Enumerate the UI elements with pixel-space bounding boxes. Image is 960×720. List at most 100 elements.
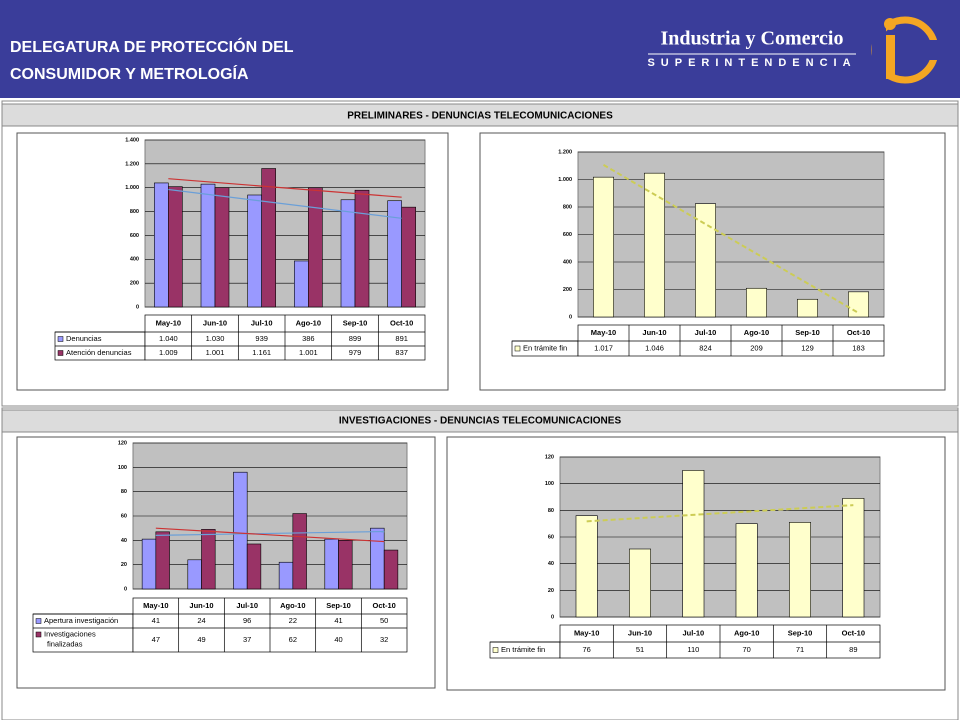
bar (401, 206, 416, 308)
x-tick-label: May-10 (574, 628, 599, 637)
y-tick-label: 0 (124, 586, 127, 592)
value-label: 1.001 (206, 348, 225, 357)
y-tick-label: 100 (118, 465, 127, 471)
bar (294, 260, 309, 308)
y-tick-label: 1.200 (125, 161, 139, 167)
trendline (602, 164, 860, 314)
value-label: 1.001 (299, 348, 318, 357)
value-label: 50 (380, 616, 388, 625)
x-tick-label: Jul-10 (695, 328, 717, 337)
section-bar (1, 409, 959, 433)
header-title: DELEGATURA DE PROTECCIÓN DEL (10, 37, 294, 56)
bar (383, 549, 399, 590)
legend-swatch (35, 631, 42, 638)
value-label: 96 (243, 616, 251, 625)
legend-swatch (492, 647, 499, 653)
x-tick-label: Jun-10 (628, 628, 652, 637)
legend-label: En trámite fin (501, 645, 545, 654)
value-label: 37 (243, 635, 251, 644)
y-tick-label: 200 (563, 287, 572, 293)
y-tick-label: 120 (118, 440, 127, 446)
bar (354, 189, 370, 308)
bar (682, 470, 705, 618)
y-tick-label: 100 (545, 481, 554, 487)
header-band (0, 0, 960, 98)
x-tick-label: Oct-10 (372, 601, 395, 610)
bar (168, 186, 183, 308)
bar (261, 168, 276, 308)
bar (308, 187, 323, 308)
y-tick-label: 200 (130, 281, 139, 287)
bar (141, 538, 157, 590)
bar (592, 176, 614, 318)
y-tick-label: 0 (551, 614, 554, 620)
value-label: 40 (334, 635, 342, 644)
bar (789, 522, 811, 618)
bar (340, 199, 356, 308)
value-label: 1.161 (252, 348, 271, 357)
y-tick-label: 800 (563, 204, 572, 210)
value-label: 824 (699, 343, 712, 352)
value-label: 70 (742, 645, 750, 654)
x-tick-label: Oct-10 (847, 328, 870, 337)
bar (155, 531, 170, 590)
bar (292, 513, 307, 590)
y-tick-label: 20 (121, 562, 127, 568)
bar (629, 548, 651, 618)
y-tick-label: 60 (121, 513, 127, 519)
y-tick-label: 600 (563, 232, 572, 238)
x-tick-label: Jul-10 (236, 601, 258, 610)
bar (847, 291, 869, 318)
bar (735, 523, 758, 618)
section-bar (1, 103, 959, 127)
bar (575, 515, 598, 618)
legend-label: Apertura investigación (44, 616, 118, 625)
value-label: 24 (197, 616, 205, 625)
legend-swatch (57, 336, 64, 342)
legend-label: Denuncias (66, 334, 102, 343)
section-title: INVESTIGACIONES - DENUNCIAS TELECOMUNICA… (339, 416, 622, 427)
y-tick-label: 1.000 (125, 185, 139, 191)
trendline (168, 188, 402, 219)
value-label: 32 (380, 635, 388, 644)
value-label: 979 (349, 348, 362, 357)
trendline (155, 530, 385, 536)
bar (246, 543, 262, 590)
x-tick-label: May-10 (591, 328, 616, 337)
x-tick-label: Jul-10 (682, 628, 704, 637)
legend-label: Atención denuncias (66, 348, 132, 357)
legend-label: Investigaciones finalizadas (44, 629, 96, 648)
value-label: 89 (849, 645, 857, 654)
section-title: PRELIMINARES - DENUNCIAS TELECOMUNICACIO… (347, 111, 613, 122)
brand: Industria y Comercio (661, 28, 844, 50)
y-tick-label: 400 (563, 259, 572, 265)
bar (247, 194, 262, 308)
x-tick-label: May-10 (143, 601, 168, 610)
value-label: 71 (796, 645, 804, 654)
y-tick-label: 120 (545, 454, 554, 460)
logo (871, 16, 943, 84)
y-tick-label: 80 (548, 508, 554, 514)
x-tick-label: Jun-10 (642, 328, 666, 337)
bar (201, 529, 216, 590)
bar (745, 287, 767, 318)
bar (324, 538, 339, 590)
y-tick-label: 1.200 (558, 149, 572, 155)
header-title: CONSUMIDOR Y METROLOGÍA (10, 64, 249, 83)
y-tick-label: 40 (121, 538, 127, 544)
value-label: 41 (152, 616, 160, 625)
value-label: 1.030 (206, 334, 225, 343)
y-tick-label: 40 (548, 561, 554, 567)
x-tick-label: Jun-10 (203, 318, 227, 327)
y-tick-label: 1.000 (558, 177, 572, 183)
bar (278, 561, 294, 590)
legend-swatch (514, 345, 521, 352)
x-tick-label: Sep-10 (343, 318, 368, 327)
bar (214, 187, 230, 308)
x-tick-label: Ago-10 (296, 318, 321, 327)
y-tick-label: 400 (130, 257, 139, 263)
y-tick-label: 0 (569, 314, 572, 320)
trendline (586, 504, 854, 523)
value-label: 1.046 (645, 343, 664, 352)
